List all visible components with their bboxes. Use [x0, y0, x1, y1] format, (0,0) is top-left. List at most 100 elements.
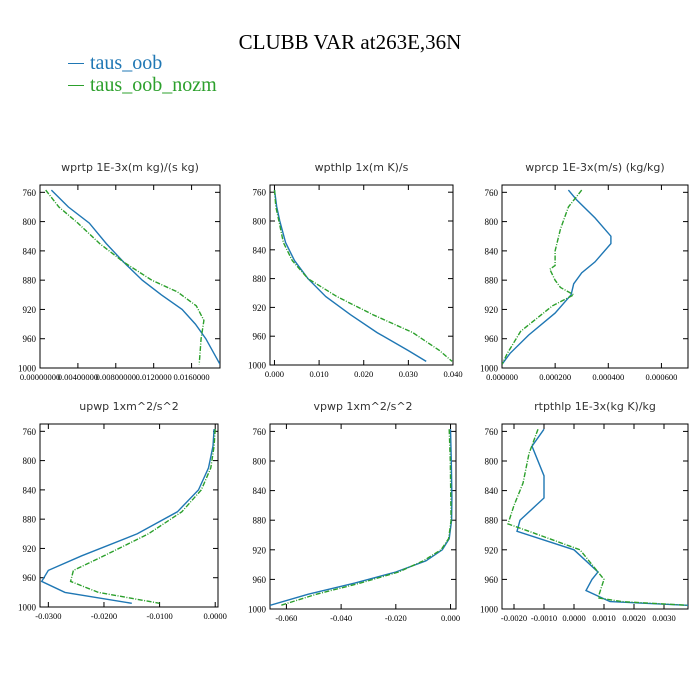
y-tick-label-5-5: 960 [485, 575, 499, 585]
y-tick-label-1-5: 960 [253, 332, 267, 342]
x-tick-label-1-2: 0.020 [354, 369, 373, 379]
plot-frame-5 [501, 423, 689, 610]
y-tick-label-0-6: 1000 [18, 364, 37, 374]
y-tick-label-2-0: 760 [485, 188, 499, 198]
x-tick-label-0-3: 0.0120000 [136, 372, 172, 382]
series-line-4-taus-oob-nozm [280, 429, 452, 606]
page-title: CLUBB VAR at263E,36N [238, 30, 462, 54]
series-line-5-taus-oob [516, 428, 688, 606]
plot-frame-3 [39, 423, 219, 608]
x-tick-label-2-2: 0.000400 [592, 372, 624, 382]
y-tick-label-4-1: 800 [253, 457, 267, 467]
y-tick-label-4-5: 960 [253, 575, 267, 585]
y-tick-label-3-1: 800 [23, 456, 37, 466]
y-tick-label-2-2: 840 [485, 246, 499, 256]
x-tick-label-0-0: 0.00000000 [20, 372, 60, 382]
y-tick-label-1-2: 840 [253, 245, 267, 255]
x-tick-label-5-0: -0.0020 [501, 613, 527, 623]
y-tick-label-5-6: 1000 [480, 605, 499, 615]
plot-title-0: wprtp 1E-3x(m kg)/(s kg) [61, 161, 199, 174]
x-tick-label-1-0: 0.000 [265, 369, 284, 379]
y-tick-label-2-6: 1000 [480, 364, 499, 374]
x-tick-label-0-4: 0.0160000 [174, 372, 210, 382]
plot-frame-0 [39, 184, 221, 369]
x-tick-label-3-3: 0.0000 [204, 611, 227, 621]
series-line-0-taus-oob-nozm [45, 189, 205, 365]
y-tick-label-1-4: 920 [253, 303, 267, 313]
y-tick-label-5-3: 880 [485, 516, 499, 526]
y-tick-label-1-6: 1000 [248, 361, 267, 371]
y-tick-label-0-5: 960 [23, 334, 37, 344]
plot-frame-2 [501, 184, 689, 369]
y-tick-label-5-4: 920 [485, 545, 499, 555]
x-tick-label-4-0: -0.060 [275, 613, 297, 623]
y-tick-label-1-1: 800 [253, 217, 267, 227]
y-tick-label-1-0: 760 [253, 188, 267, 198]
legend-item-taus-oob-nozm: taus_oob_nozm [68, 74, 217, 96]
y-tick-label-3-5: 960 [23, 573, 37, 583]
series-line-4-taus-oob [270, 429, 453, 606]
y-tick-label-5-2: 840 [485, 486, 499, 496]
plot-title-4: vpwp 1xm^2/s^2 [313, 400, 412, 413]
y-tick-label-4-2: 840 [253, 486, 267, 496]
y-tick-label-0-1: 800 [23, 217, 37, 227]
legend-label-taus-oob: taus_oob [90, 52, 163, 74]
y-tick-label-1-3: 880 [253, 274, 267, 284]
x-tick-label-5-4: 0.0020 [622, 613, 645, 623]
y-tick-label-4-3: 880 [253, 516, 267, 526]
plot-title-5: rtpthlp 1E-3x(kg K)/kg [534, 400, 656, 413]
series-line-0-taus-oob [50, 189, 220, 365]
y-tick-label-3-0: 760 [23, 427, 37, 437]
y-tick-label-4-6: 1000 [248, 605, 267, 615]
series-line-1-taus-oob-nozm [273, 189, 453, 362]
legend-swatch-taus-oob [68, 62, 84, 64]
y-tick-label-5-0: 760 [485, 427, 499, 437]
x-tick-label-3-1: -0.0200 [91, 611, 117, 621]
plot-frame-1 [269, 184, 454, 366]
x-tick-label-5-2: 0.0000 [562, 613, 585, 623]
y-tick-label-2-1: 800 [485, 217, 499, 227]
x-tick-label-4-1: -0.040 [330, 613, 352, 623]
series-line-2-taus-oob-nozm [502, 189, 583, 365]
x-tick-label-1-1: 0.010 [310, 369, 329, 379]
x-tick-label-2-1: 0.000200 [539, 372, 571, 382]
plot-title-1: wpthlp 1x(m K)/s [315, 161, 409, 174]
series-line-2-taus-oob [502, 189, 612, 365]
y-tick-label-3-6: 1000 [18, 603, 37, 613]
series-line-1-taus-oob [273, 189, 427, 362]
x-tick-label-4-2: -0.020 [385, 613, 407, 623]
x-tick-label-3-0: -0.0300 [35, 611, 61, 621]
plot-title-2: wprcp 1E-3x(m/s) (kg/kg) [525, 161, 664, 174]
legend-item-taus-oob: taus_oob [68, 52, 217, 74]
y-tick-label-2-5: 960 [485, 334, 499, 344]
x-tick-label-5-1: -0.0010 [531, 613, 557, 623]
y-tick-label-3-2: 840 [23, 485, 37, 495]
x-tick-label-5-3: 0.0010 [592, 613, 615, 623]
y-tick-label-2-4: 920 [485, 305, 499, 315]
x-tick-label-0-1: 0.00400000 [58, 372, 98, 382]
y-tick-label-4-0: 760 [253, 427, 267, 437]
plot-frame-4 [269, 423, 457, 610]
x-tick-label-1-3: 0.030 [399, 369, 418, 379]
y-tick-label-0-2: 840 [23, 246, 37, 256]
y-tick-label-3-4: 920 [23, 544, 37, 554]
legend: taus_oob taus_oob_nozm [68, 52, 217, 96]
series-line-3-taus-oob-nozm [69, 429, 216, 604]
x-tick-label-1-4: 0.040 [443, 369, 462, 379]
legend-label-taus-oob-nozm: taus_oob_nozm [90, 74, 217, 96]
x-tick-label-0-2: 0.00800000 [96, 372, 136, 382]
x-tick-label-5-5: 0.0030 [652, 613, 675, 623]
x-tick-label-2-3: 0.000600 [645, 372, 677, 382]
y-tick-label-2-3: 880 [485, 276, 499, 286]
x-tick-label-2-0: 0.000000 [486, 372, 518, 382]
y-tick-label-0-4: 920 [23, 305, 37, 315]
y-tick-label-0-0: 760 [23, 188, 37, 198]
series-line-5-taus-oob-nozm [507, 428, 688, 606]
y-tick-label-4-4: 920 [253, 545, 267, 555]
x-tick-label-3-2: -0.0100 [146, 611, 172, 621]
y-tick-label-5-1: 800 [485, 457, 499, 467]
legend-swatch-taus-oob-nozm [68, 84, 84, 86]
plot-title-3: upwp 1xm^2/s^2 [79, 400, 179, 413]
series-line-3-taus-oob [40, 429, 215, 604]
x-tick-label-4-3: 0.000 [441, 613, 460, 623]
